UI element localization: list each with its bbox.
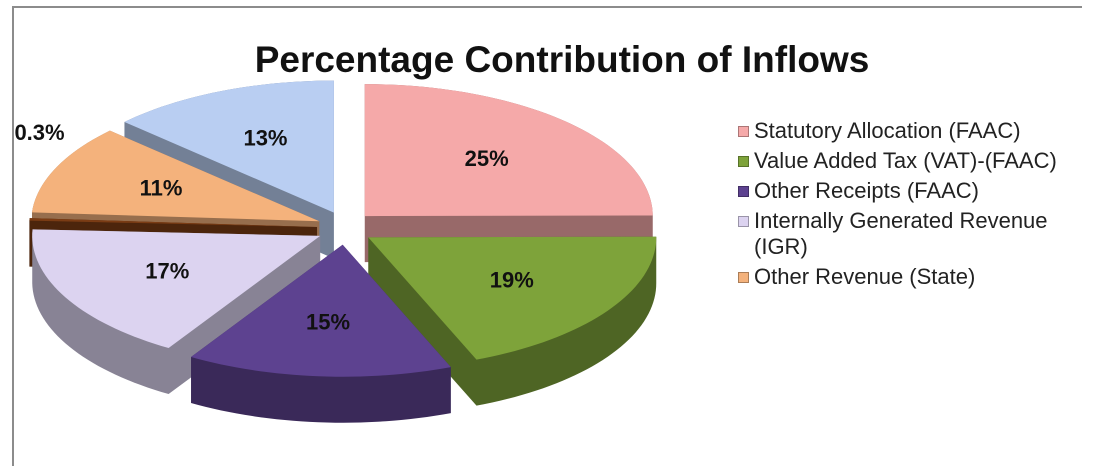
legend-entry: Internally Generated Revenue (IGR) xyxy=(738,208,1073,260)
data-label: 13% xyxy=(243,126,287,151)
chart-frame xyxy=(12,6,1082,466)
legend-label: Value Added Tax (VAT)-(FAAC) xyxy=(754,148,1057,173)
legend-entry: Other Revenue (State) xyxy=(738,264,1073,290)
slice xyxy=(191,244,451,377)
data-label: 15% xyxy=(306,309,350,334)
legend-swatch xyxy=(738,126,749,137)
data-label: 11% xyxy=(140,175,183,200)
legend-entry: Other Receipts (FAAC) xyxy=(738,178,1073,204)
legend-swatch xyxy=(738,272,749,283)
data-label: 0.3% xyxy=(14,120,64,145)
legend: Statutory Allocation (FAAC) Value Added T… xyxy=(738,118,1073,294)
slice xyxy=(31,130,320,222)
chart-title: Percentage Contribution of Inflows xyxy=(255,39,870,80)
slice xyxy=(32,229,321,349)
legend-label: Other Receipts (FAAC) xyxy=(754,178,979,203)
slice xyxy=(29,218,318,228)
legend-label: Other Revenue (State) xyxy=(754,264,976,289)
legend-label: Statutory Allocation (FAAC) xyxy=(754,118,1021,143)
legend-label: Internally Generated Revenue (IGR) xyxy=(754,208,1048,259)
legend-entry: Statutory Allocation (FAAC) xyxy=(738,118,1073,144)
data-label: 17% xyxy=(145,258,189,283)
slice xyxy=(124,80,334,213)
data-label: 25% xyxy=(465,146,509,171)
legend-swatch xyxy=(738,156,749,167)
legend-swatch xyxy=(738,186,749,197)
legend-entry: Value Added Tax (VAT)-(FAAC) xyxy=(738,148,1073,174)
slice xyxy=(368,236,657,360)
slice xyxy=(364,84,653,217)
data-label: 19% xyxy=(490,267,534,292)
legend-swatch xyxy=(738,216,749,227)
